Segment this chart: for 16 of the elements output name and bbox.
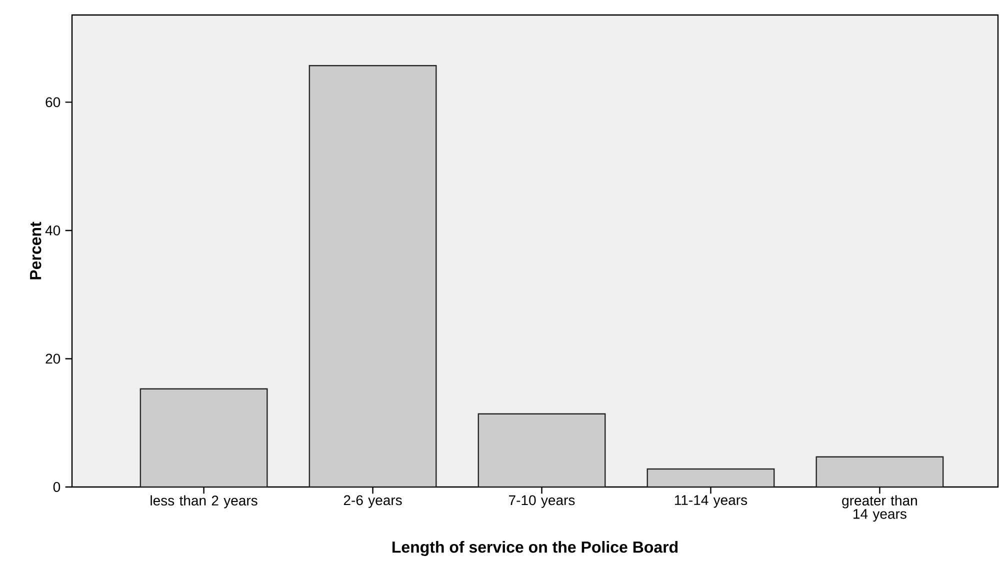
x-tick-label: greater than 14 years [842, 495, 917, 522]
x-tick-label: 7-10 years [509, 495, 575, 508]
bar [478, 413, 606, 487]
bar [308, 65, 437, 487]
bar [140, 388, 268, 487]
bar [647, 469, 774, 487]
y-tick-label: 0 [53, 482, 60, 492]
x-tick-label: 2-6 years [344, 495, 402, 508]
y-axis-title: Percent [30, 222, 42, 280]
bar [816, 456, 944, 487]
y-tick-label: 40 [45, 226, 60, 236]
y-tick-label: 60 [46, 97, 60, 108]
x-tick-label: less than 2 years [150, 495, 258, 508]
y-tick-label: 20 [46, 354, 60, 364]
x-axis-title: Length of service on the Police Board [392, 541, 678, 556]
x-tick-label: 11-14 years [674, 495, 748, 508]
